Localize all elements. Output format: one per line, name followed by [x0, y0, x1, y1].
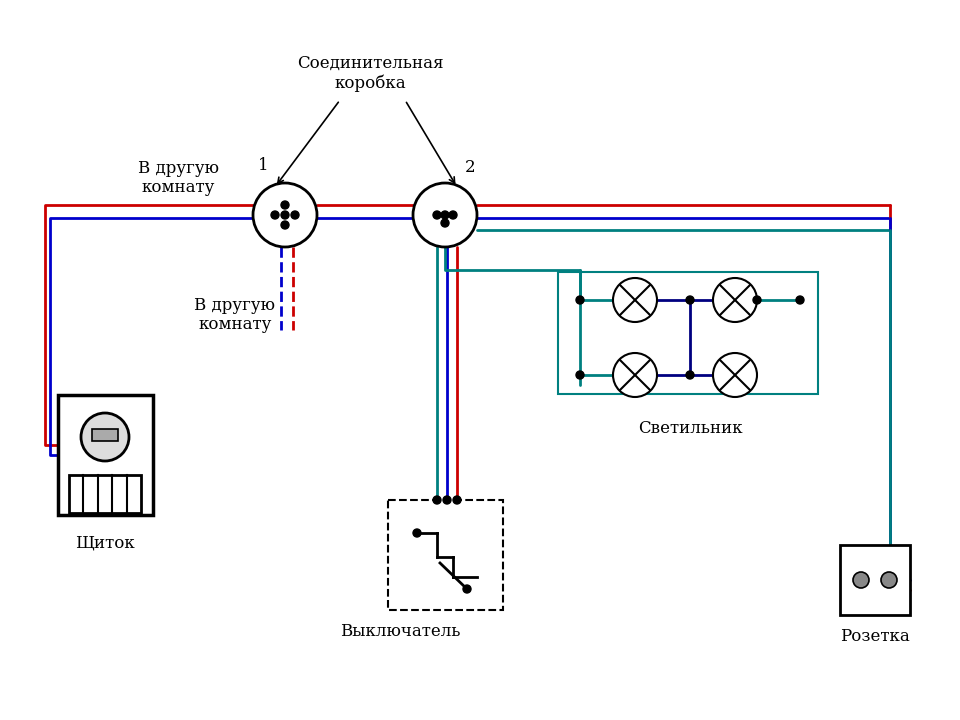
Bar	[558, 272, 818, 394]
Circle shape	[881, 572, 897, 588]
Bar	[92, 429, 118, 441]
Text: Соединительная
коробка: Соединительная коробка	[297, 55, 444, 92]
Circle shape	[713, 353, 757, 397]
Circle shape	[576, 296, 584, 304]
Circle shape	[443, 496, 451, 504]
Text: 1: 1	[257, 156, 268, 174]
Circle shape	[271, 211, 279, 219]
Text: Выключатель: Выключатель	[340, 623, 460, 640]
Circle shape	[253, 183, 317, 247]
Circle shape	[291, 211, 299, 219]
Text: 2: 2	[465, 158, 475, 176]
Bar	[69, 475, 141, 513]
Circle shape	[686, 371, 694, 379]
Circle shape	[281, 201, 289, 209]
Circle shape	[753, 296, 761, 304]
Circle shape	[433, 496, 441, 504]
Bar	[840, 545, 910, 615]
Text: В другую
комнату: В другую комнату	[195, 297, 276, 333]
Circle shape	[433, 211, 441, 219]
Circle shape	[413, 183, 477, 247]
Circle shape	[613, 278, 657, 322]
Circle shape	[281, 221, 289, 229]
Circle shape	[713, 278, 757, 322]
Circle shape	[281, 211, 289, 219]
Bar	[58, 395, 153, 515]
Circle shape	[413, 529, 421, 537]
Circle shape	[441, 211, 449, 219]
Text: В другую
комнату: В другую комнату	[137, 160, 219, 197]
Circle shape	[441, 219, 449, 227]
Circle shape	[796, 296, 804, 304]
Circle shape	[853, 572, 869, 588]
Circle shape	[453, 496, 461, 504]
Circle shape	[463, 585, 471, 593]
Text: Розетка: Розетка	[840, 628, 910, 645]
Bar	[388, 500, 502, 610]
Text: Щиток: Щиток	[75, 535, 134, 552]
Text: Светильник: Светильник	[637, 420, 742, 437]
Circle shape	[449, 211, 457, 219]
Circle shape	[613, 353, 657, 397]
Circle shape	[686, 296, 694, 304]
Circle shape	[576, 371, 584, 379]
Circle shape	[81, 413, 129, 461]
